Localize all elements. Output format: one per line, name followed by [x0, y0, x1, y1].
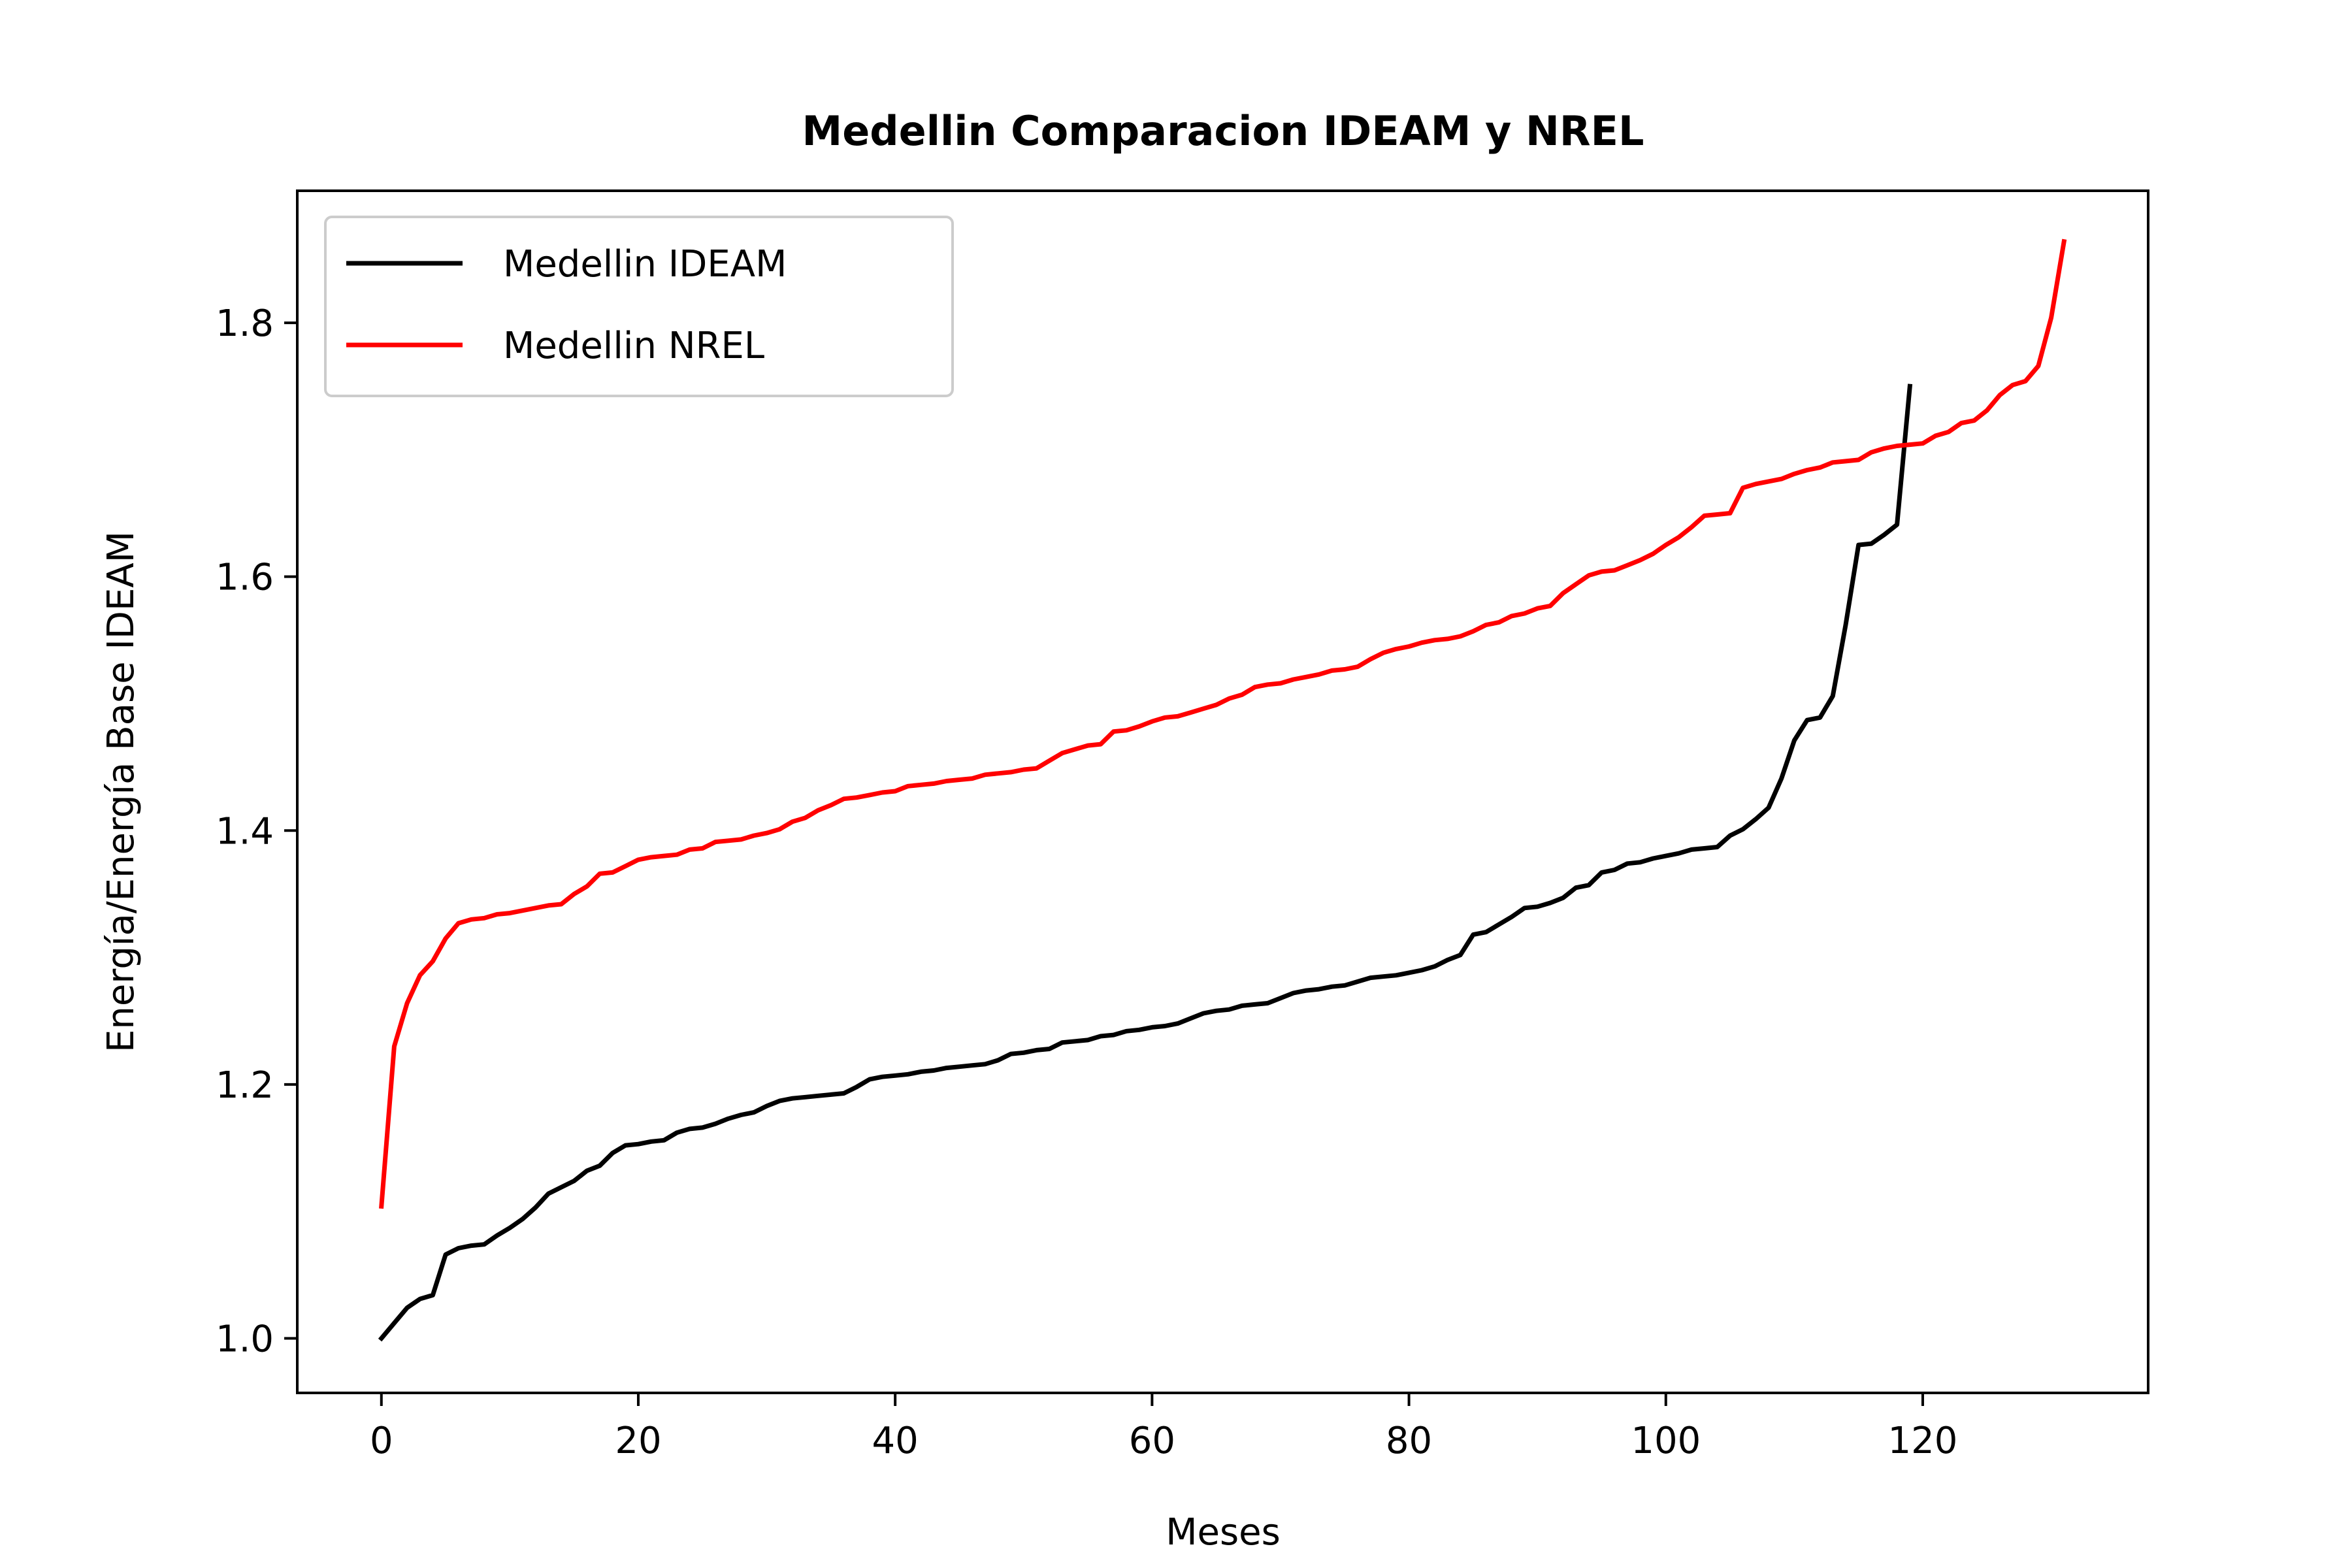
y-axis: 1.0 1.2 1.4 1.6 1.8: [216, 302, 297, 1360]
series-line-medellin-nrel: [379, 238, 2067, 1209]
series-line-medellin-ideam: [378, 384, 1913, 1342]
y-tick-label: 1.4: [216, 810, 274, 853]
y-axis-label: Energía/Energía Base IDEAM: [100, 531, 142, 1053]
x-tick-label: 100: [1631, 1420, 1701, 1462]
x-tick-label: 40: [872, 1420, 919, 1462]
legend-label-medellin-nrel: Medellin NREL: [503, 325, 764, 367]
x-tick-label: 20: [615, 1420, 661, 1462]
series-layer: [378, 238, 2067, 1342]
x-tick-label: 0: [370, 1420, 393, 1462]
x-axis: 0 20 40 60 80 100 120: [370, 1393, 1957, 1462]
chart-title: Medellin Comparacion IDEAM y NREL: [802, 107, 1644, 155]
x-axis-label: Meses: [1166, 1511, 1281, 1554]
x-tick-label: 80: [1386, 1420, 1432, 1462]
legend-box: [324, 216, 954, 397]
legend-label-medellin-ideam: Medellin IDEAM: [503, 243, 787, 286]
y-tick-label: 1.0: [216, 1318, 274, 1360]
legend: Medellin IDEAM Medellin NREL: [324, 216, 954, 397]
x-tick-label: 60: [1129, 1420, 1175, 1462]
y-tick-label: 1.8: [216, 302, 274, 345]
plot-frame: [296, 189, 2149, 1394]
y-tick-label: 1.2: [216, 1064, 274, 1107]
x-tick-label: 120: [1888, 1420, 1958, 1462]
y-tick-label: 1.6: [216, 557, 274, 599]
